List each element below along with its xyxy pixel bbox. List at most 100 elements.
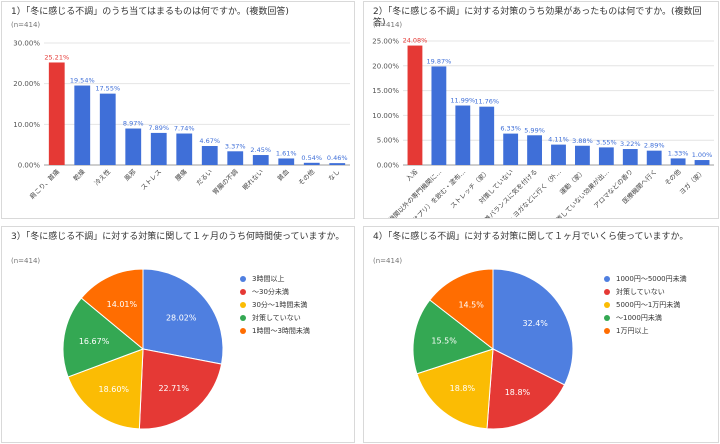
- data-label: 5.99%: [524, 126, 545, 134]
- legend-label: 〜1000円未満: [616, 313, 662, 322]
- pie-slice: [67, 348, 144, 430]
- data-label: 2.45%: [250, 146, 271, 154]
- x-tick-label: 腰痛: [173, 167, 189, 183]
- bar: [278, 158, 295, 165]
- pie-slice: [412, 299, 495, 375]
- legend-entry: 〜1000円未満: [604, 311, 687, 324]
- data-label: 19.54%: [70, 77, 95, 85]
- bar-chart-2: 0.00% 5.00% 10.00% 15.00% 20.00% 25.00% 24.08%…: [372, 37, 714, 218]
- legend-swatch: [604, 314, 610, 321]
- slice-label: 18.8%: [450, 384, 476, 393]
- bar: [125, 128, 142, 165]
- legend-label: 対策していない: [252, 313, 301, 322]
- x-tick-label: だるい: [195, 168, 214, 187]
- chart-panel-1: 1）「冬に感じる不調」のうち当てはまるものは何ですか。(複数回答) (n=414…: [1, 1, 355, 219]
- x-tick-label: ストレス: [139, 168, 163, 192]
- data-label: 7.89%: [148, 124, 169, 132]
- pie-slice: [429, 268, 494, 351]
- bar: [670, 158, 686, 165]
- legend-entry: 30分〜1時間未満: [240, 298, 310, 311]
- bar: [646, 150, 662, 165]
- chart-panel-3: 3）「冬に感じる不調」に対する対策に関して１ヶ月のうち何時間使っていますか。 (…: [1, 226, 355, 443]
- pie-slice: [80, 268, 144, 351]
- bar: [527, 135, 542, 165]
- bar: [575, 145, 590, 165]
- x-tick-label: 眠れない: [241, 168, 265, 192]
- bar: [431, 66, 447, 165]
- bar: [598, 147, 614, 165]
- data-label: 11.76%: [474, 98, 499, 106]
- slice-label: 14.01%: [107, 300, 138, 309]
- bar: [694, 160, 710, 165]
- chart-title-1: 1）「冬に感じる不調」のうち当てはまるものは何ですか。(複数回答): [11, 7, 289, 17]
- data-label: 2.89%: [644, 142, 665, 150]
- legend-swatch: [604, 327, 610, 334]
- legend-label: 対策していない: [616, 287, 665, 296]
- bar: [303, 162, 320, 165]
- chart-panel-4: 4）「冬に感じる不調」に対する対策に関して１ヶ月でいくら使っていますか。 (n=…: [363, 226, 719, 443]
- legend-swatch: [240, 327, 246, 334]
- chart-n-3: (n=414): [11, 257, 41, 265]
- chart-title-4: 4）「冬に感じる不調」に対する対策に関して１ヶ月でいくら使っていますか。: [373, 232, 689, 242]
- data-label: 3.55%: [596, 138, 617, 146]
- data-label: 11.99%: [450, 97, 475, 105]
- bar: [503, 133, 519, 165]
- legend-4: 1000円〜5000円未満 対策していない 5000円〜1万円未満 〜1000円未満 1…: [604, 272, 687, 337]
- legend-entry: 5000円〜1万円未満: [604, 298, 687, 311]
- x-tick-label: ヨガ（家）: [677, 167, 706, 196]
- pie-slice: [486, 348, 566, 430]
- slice-label: 18.60%: [99, 385, 130, 394]
- bar-chart-1: 0.00% 10.00% 20.00% 30.00% 25.21% 肩こり、首痛 19.54…: [13, 40, 350, 201]
- y-tick-label: 5.00%: [377, 137, 400, 145]
- legend-label: 1000円〜5000円未満: [616, 274, 687, 283]
- y-tick-label: 30.00%: [13, 40, 40, 48]
- legend-entry: 〜30分未満: [240, 285, 310, 298]
- bar: [176, 133, 193, 165]
- legend-swatch: [604, 275, 610, 282]
- bar: [48, 62, 65, 165]
- legend-entry: 対策していない: [240, 311, 310, 324]
- data-label: 1.61%: [276, 149, 297, 157]
- y-tick-label: 25.00%: [372, 38, 399, 46]
- bar: [74, 85, 91, 165]
- bar: [150, 132, 167, 165]
- data-label: 19.87%: [426, 57, 451, 65]
- pie-slice: [62, 297, 144, 378]
- bar: [479, 106, 495, 165]
- legend-swatch: [240, 314, 246, 321]
- x-tick-label: 胃腸の不調: [210, 167, 240, 197]
- y-tick-label: 15.00%: [372, 87, 399, 95]
- pie-slice: [142, 268, 224, 365]
- chart-n-2: (n=414): [373, 21, 403, 29]
- slice-label: 15.5%: [431, 336, 457, 345]
- bar: [329, 163, 346, 165]
- legend-entry: 3時間以上: [240, 272, 310, 285]
- slice-label: 14.5%: [458, 300, 484, 309]
- chart-n-4: (n=414): [373, 257, 403, 265]
- data-label: 17.55%: [95, 85, 120, 93]
- legend-label: 3時間以上: [252, 274, 285, 283]
- x-tick-label: 乾燥: [71, 167, 87, 183]
- x-tick-label: その他: [296, 167, 317, 188]
- data-label: 3.22%: [620, 140, 641, 148]
- slice-label: 16.67%: [79, 337, 110, 346]
- bar: [227, 151, 244, 165]
- legend-swatch: [604, 288, 610, 295]
- chart-n-1: (n=414): [11, 21, 41, 29]
- pie-chart-3: 28.02% 22.71% 18.60% 16.67% 14.01%: [62, 268, 224, 430]
- chart-title-3: 3）「冬に感じる不調」に対する対策に関して１ヶ月のうち何時間使っていますか。: [11, 232, 345, 242]
- legend-entry: 対策していない: [604, 285, 687, 298]
- data-label: 0.46%: [327, 154, 348, 162]
- x-tick-label: 貧血: [275, 167, 291, 183]
- y-tick-label: 10.00%: [372, 112, 399, 120]
- legend-swatch: [240, 301, 246, 308]
- x-tick-label: 風邪: [123, 167, 138, 182]
- slice-label: 28.02%: [166, 313, 197, 322]
- pie-chart-4: 32.4% 18.8% 18.8% 15.5% 14.5%: [412, 268, 574, 430]
- data-label: 6.33%: [500, 125, 521, 133]
- data-label: 4.11%: [548, 136, 569, 144]
- data-label: 7.74%: [174, 125, 195, 133]
- y-tick-label: 20.00%: [13, 80, 40, 88]
- slice-label: 22.71%: [158, 384, 189, 393]
- x-tick-label: 入浴: [404, 167, 420, 183]
